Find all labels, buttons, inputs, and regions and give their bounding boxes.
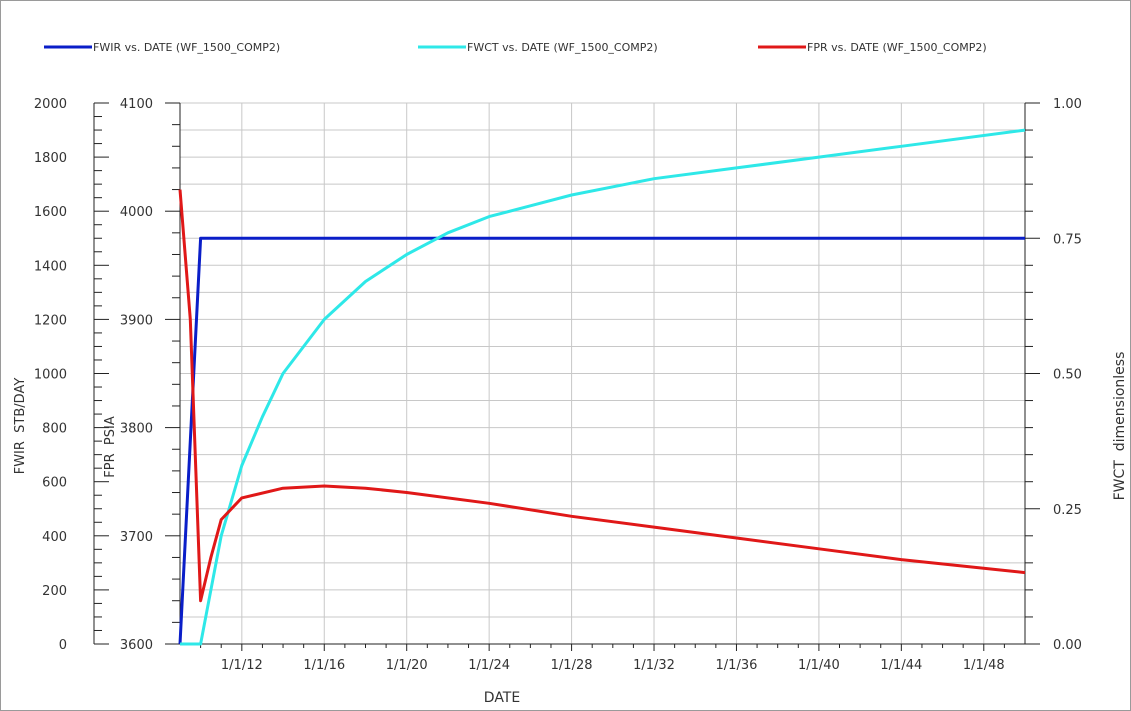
series-line — [180, 128, 1026, 646]
fwir-tick-label: 800 — [42, 422, 67, 437]
fpr-tick-label: 3700 — [120, 530, 153, 545]
legend-label: FWCT vs. DATE (WF_1500_COMP2) — [467, 41, 658, 54]
x-tick-label: 1/1/20 — [386, 658, 428, 673]
fwct-tick-label: 0.25 — [1053, 503, 1082, 518]
x-tick-label: 1/1/28 — [551, 658, 593, 673]
fwir-tick-label: 2000 — [34, 97, 67, 112]
series-lines — [178, 128, 1026, 646]
legend-label: FPR vs. DATE (WF_1500_COMP2) — [807, 41, 987, 54]
fwir-tick-label: 600 — [42, 476, 67, 491]
fwir-tick-label: 1600 — [34, 205, 67, 220]
x-tick-label: 1/1/48 — [963, 658, 1005, 673]
fpr-tick-label: 4000 — [120, 205, 153, 220]
x-tick-label: 1/1/24 — [468, 658, 510, 673]
fpr-tick-label: 4100 — [120, 97, 153, 112]
x-axis-label: DATE — [484, 690, 520, 706]
x-axis: 1/1/12 1/1/16 1/1/20 1/1/24 1/1/28 1/1/32 1/1/… — [180, 643, 1025, 673]
fwir-axis-label: FWIR STB/DAY — [13, 378, 28, 475]
series-line — [178, 189, 1026, 603]
fpr-tick-label: 3800 — [120, 422, 153, 437]
fwir-tick-label: 1400 — [34, 259, 67, 274]
legend-label: FWIR vs. DATE (WF_1500_COMP2) — [93, 41, 280, 54]
fwir-tick-label: 1200 — [34, 313, 67, 328]
fwir-tick-label: 1000 — [34, 368, 67, 383]
fpr-axis-label: FPR PSIA — [103, 416, 118, 478]
grid — [180, 102, 1025, 644]
series-line — [178, 236, 1025, 645]
x-tick-label: 1/1/40 — [798, 658, 840, 673]
x-tick-label: 1/1/16 — [303, 658, 345, 673]
fwir-tick-label: 400 — [42, 530, 67, 545]
x-tick-label: 1/1/12 — [221, 658, 263, 673]
fwir-tick-label: 1800 — [34, 151, 67, 166]
fwir-tick-label: 200 — [42, 584, 67, 599]
fwct-tick-label: 0.75 — [1053, 232, 1082, 247]
fpr-tick-label: 3600 — [120, 638, 153, 653]
fwct-axis-label: FWCT dimensionless — [1112, 352, 1128, 501]
fwct-tick-label: 0.50 — [1053, 368, 1082, 383]
x-tick-label: 1/1/36 — [716, 658, 758, 673]
fpr-axis: 3600 3700 3800 3900 4000 4100 — [120, 97, 181, 653]
fwct-tick-label: 0.00 — [1053, 638, 1082, 653]
fwir-tick-label: 0 — [59, 638, 67, 653]
fwir-axis: 0 200 400 600 800 1000 1200 1400 1600 1800 2000 — [34, 97, 109, 653]
fwct-axis: 0.00 0.25 0.50 0.75 1.00 — [1024, 97, 1082, 653]
x-tick-label: 1/1/32 — [633, 658, 675, 673]
fwct-tick-label: 1.00 — [1053, 97, 1082, 112]
x-tick-label: 1/1/44 — [880, 658, 922, 673]
legend: FWIR vs. DATE (WF_1500_COMP2) FWCT vs. DA… — [44, 41, 987, 54]
fpr-tick-label: 3900 — [120, 313, 153, 328]
